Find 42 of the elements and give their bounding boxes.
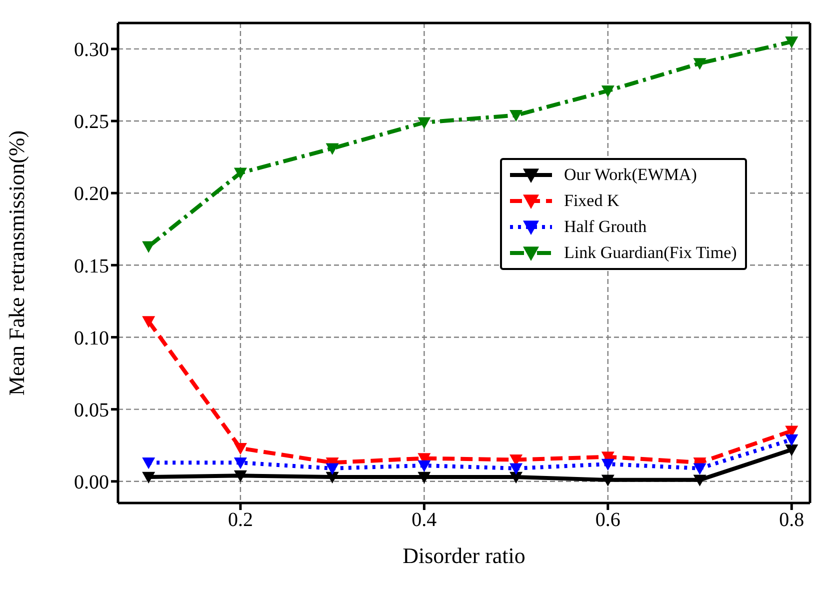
x-tick-label: 0.4 xyxy=(412,509,437,532)
point xyxy=(418,460,431,472)
point xyxy=(142,457,156,470)
point xyxy=(418,117,431,129)
y-tick-label: 0.25 xyxy=(74,111,109,134)
x-tick-label: 0.8 xyxy=(779,509,804,532)
point xyxy=(142,472,156,484)
legend-label: Link Guardian(Fix Time) xyxy=(564,243,737,263)
legend-label: Half Grouth xyxy=(564,217,647,237)
point xyxy=(601,458,614,471)
y-axis-title: Mean Fake retransmission(%) xyxy=(4,130,29,396)
y-tick-label: 0.30 xyxy=(74,39,109,62)
point xyxy=(418,472,431,484)
point xyxy=(693,463,706,475)
point xyxy=(234,168,247,180)
point xyxy=(510,472,523,484)
legend-label: Fixed K xyxy=(564,191,620,211)
point xyxy=(510,110,523,122)
point xyxy=(326,472,339,484)
point xyxy=(693,474,706,486)
point xyxy=(785,434,798,446)
x-tick-label: 0.2 xyxy=(228,509,253,532)
y-tick-label: 0.00 xyxy=(74,471,109,494)
point xyxy=(234,443,247,455)
point xyxy=(234,457,247,470)
y-tick-label: 0.20 xyxy=(74,183,109,206)
point xyxy=(142,316,156,328)
point xyxy=(601,86,614,98)
point xyxy=(785,36,798,48)
point xyxy=(693,58,706,70)
point xyxy=(785,444,798,456)
point xyxy=(234,470,247,482)
point xyxy=(510,463,523,475)
legend-label: Our Work(EWMA) xyxy=(564,165,697,185)
x-axis-title: Disorder ratio xyxy=(402,543,526,568)
point xyxy=(326,463,339,475)
x-tick-label: 0.6 xyxy=(595,509,620,532)
point xyxy=(326,143,339,155)
y-tick-label: 0.15 xyxy=(74,255,109,278)
y-tick-label: 0.05 xyxy=(74,399,109,422)
y-tick-label: 0.10 xyxy=(74,327,109,350)
point xyxy=(601,474,614,486)
